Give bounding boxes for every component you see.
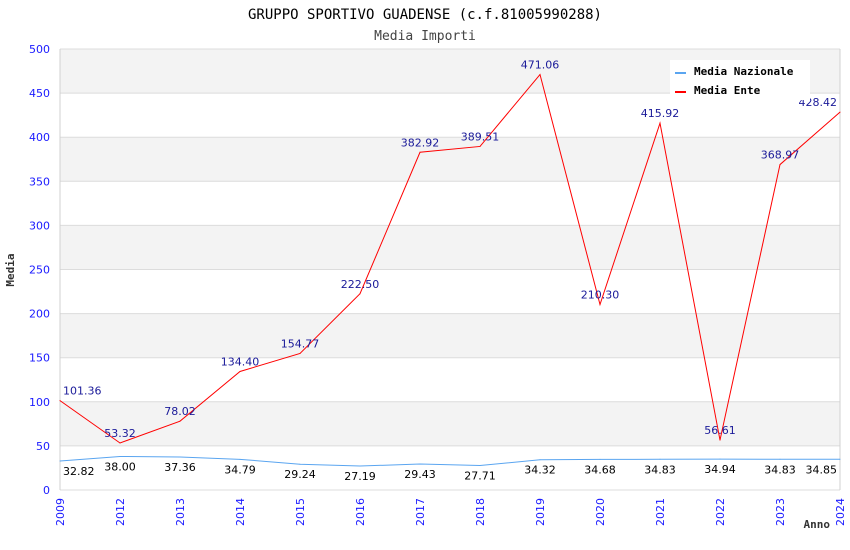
data-point — [599, 304, 601, 306]
data-point — [539, 74, 541, 76]
data-label: 389.51 — [461, 130, 500, 143]
grid-band — [60, 313, 840, 358]
x-tick-label: 2014 — [234, 498, 247, 526]
data-label: 34.83 — [644, 463, 676, 476]
data-label: 101.36 — [63, 385, 102, 398]
grid-band — [60, 137, 840, 182]
data-point — [119, 455, 121, 457]
x-tick-label: 2009 — [54, 498, 67, 526]
data-label: 34.32 — [524, 464, 556, 477]
data-point — [239, 458, 241, 460]
data-point — [359, 293, 361, 295]
y-tick-label: 400 — [29, 131, 50, 144]
data-point — [179, 456, 181, 458]
data-label: 37.36 — [164, 461, 196, 474]
data-point — [659, 122, 661, 124]
x-tick-label: 2021 — [654, 498, 667, 526]
legend-label-ente: Media Ente — [694, 84, 761, 97]
grid-band — [60, 401, 840, 446]
data-label: 34.83 — [764, 463, 796, 476]
data-label: 222.50 — [341, 278, 380, 291]
data-label: 29.43 — [404, 468, 436, 481]
data-label: 34.68 — [584, 463, 616, 476]
y-tick-label: 50 — [36, 440, 50, 453]
data-point — [719, 458, 721, 460]
x-tick-label: 2020 — [594, 498, 607, 526]
y-tick-label: 300 — [29, 219, 50, 232]
data-label: 34.85 — [806, 463, 838, 476]
data-point — [779, 164, 781, 166]
y-tick-label: 450 — [29, 87, 50, 100]
chart-title: GRUPPO SPORTIVO GUADENSE (c.f.8100599028… — [248, 7, 602, 23]
series-line-ente — [59, 73, 841, 444]
data-label: 471.06 — [521, 59, 560, 72]
x-tick-label: 2012 — [114, 498, 127, 526]
data-point — [839, 111, 841, 113]
x-tick-label: 2013 — [174, 498, 187, 526]
data-point — [359, 465, 361, 467]
data-label: 56.61 — [704, 424, 736, 437]
y-tick-label: 250 — [29, 264, 50, 277]
data-point — [599, 458, 601, 460]
data-label: 368.97 — [761, 149, 800, 162]
data-point — [179, 420, 181, 422]
x-tick-label: 2019 — [534, 498, 547, 526]
legend-label-nazionale: Media Nazionale — [694, 65, 794, 78]
data-point — [659, 458, 661, 460]
y-tick-label: 150 — [29, 352, 50, 365]
x-tick-label: 2016 — [354, 498, 367, 526]
series-line-nazionale — [59, 455, 841, 467]
data-label: 34.79 — [224, 463, 256, 476]
x-tick-label: 2022 — [714, 498, 727, 526]
data-label: 29.24 — [284, 468, 316, 481]
data-label: 27.19 — [344, 470, 376, 483]
data-label: 34.94 — [704, 463, 736, 476]
grid-band — [60, 225, 840, 270]
y-tick-label: 500 — [29, 43, 50, 56]
data-point — [539, 459, 541, 461]
data-label: 154.77 — [281, 337, 320, 350]
data-point — [59, 400, 61, 402]
data-point — [299, 352, 301, 354]
data-label: 53.32 — [104, 427, 136, 440]
data-label: 27.71 — [464, 470, 496, 483]
x-tick-label: 2024 — [834, 498, 847, 526]
data-point — [419, 151, 421, 153]
data-point — [839, 458, 841, 460]
data-label: 38.00 — [104, 460, 136, 473]
y-tick-label: 350 — [29, 175, 50, 188]
y-axis-label: Media — [4, 253, 17, 286]
data-label: 210.30 — [581, 289, 620, 302]
data-point — [479, 465, 481, 467]
data-point — [479, 145, 481, 147]
data-point — [119, 442, 121, 444]
legend: Media Nazionale Media Ente — [670, 60, 810, 100]
x-axis-label: Anno — [804, 518, 831, 531]
x-tick-label: 2018 — [474, 498, 487, 526]
data-label: 32.82 — [63, 465, 95, 478]
x-tick-label: 2017 — [414, 498, 427, 526]
chart-subtitle: Media Importi — [374, 29, 476, 44]
data-point — [779, 458, 781, 460]
data-point — [419, 463, 421, 465]
y-tick-label: 100 — [29, 396, 50, 409]
data-label: 134.40 — [221, 355, 260, 368]
y-tick-label: 200 — [29, 308, 50, 321]
data-point — [719, 439, 721, 441]
x-tick-label: 2015 — [294, 498, 307, 526]
data-point — [239, 370, 241, 372]
x-tick-label: 2023 — [774, 498, 787, 526]
data-label: 415.92 — [641, 107, 680, 120]
data-label: 382.92 — [401, 136, 440, 149]
data-label: 78.02 — [164, 405, 196, 418]
y-tick-label: 0 — [43, 484, 50, 497]
data-point — [59, 460, 61, 462]
data-point — [299, 463, 301, 465]
